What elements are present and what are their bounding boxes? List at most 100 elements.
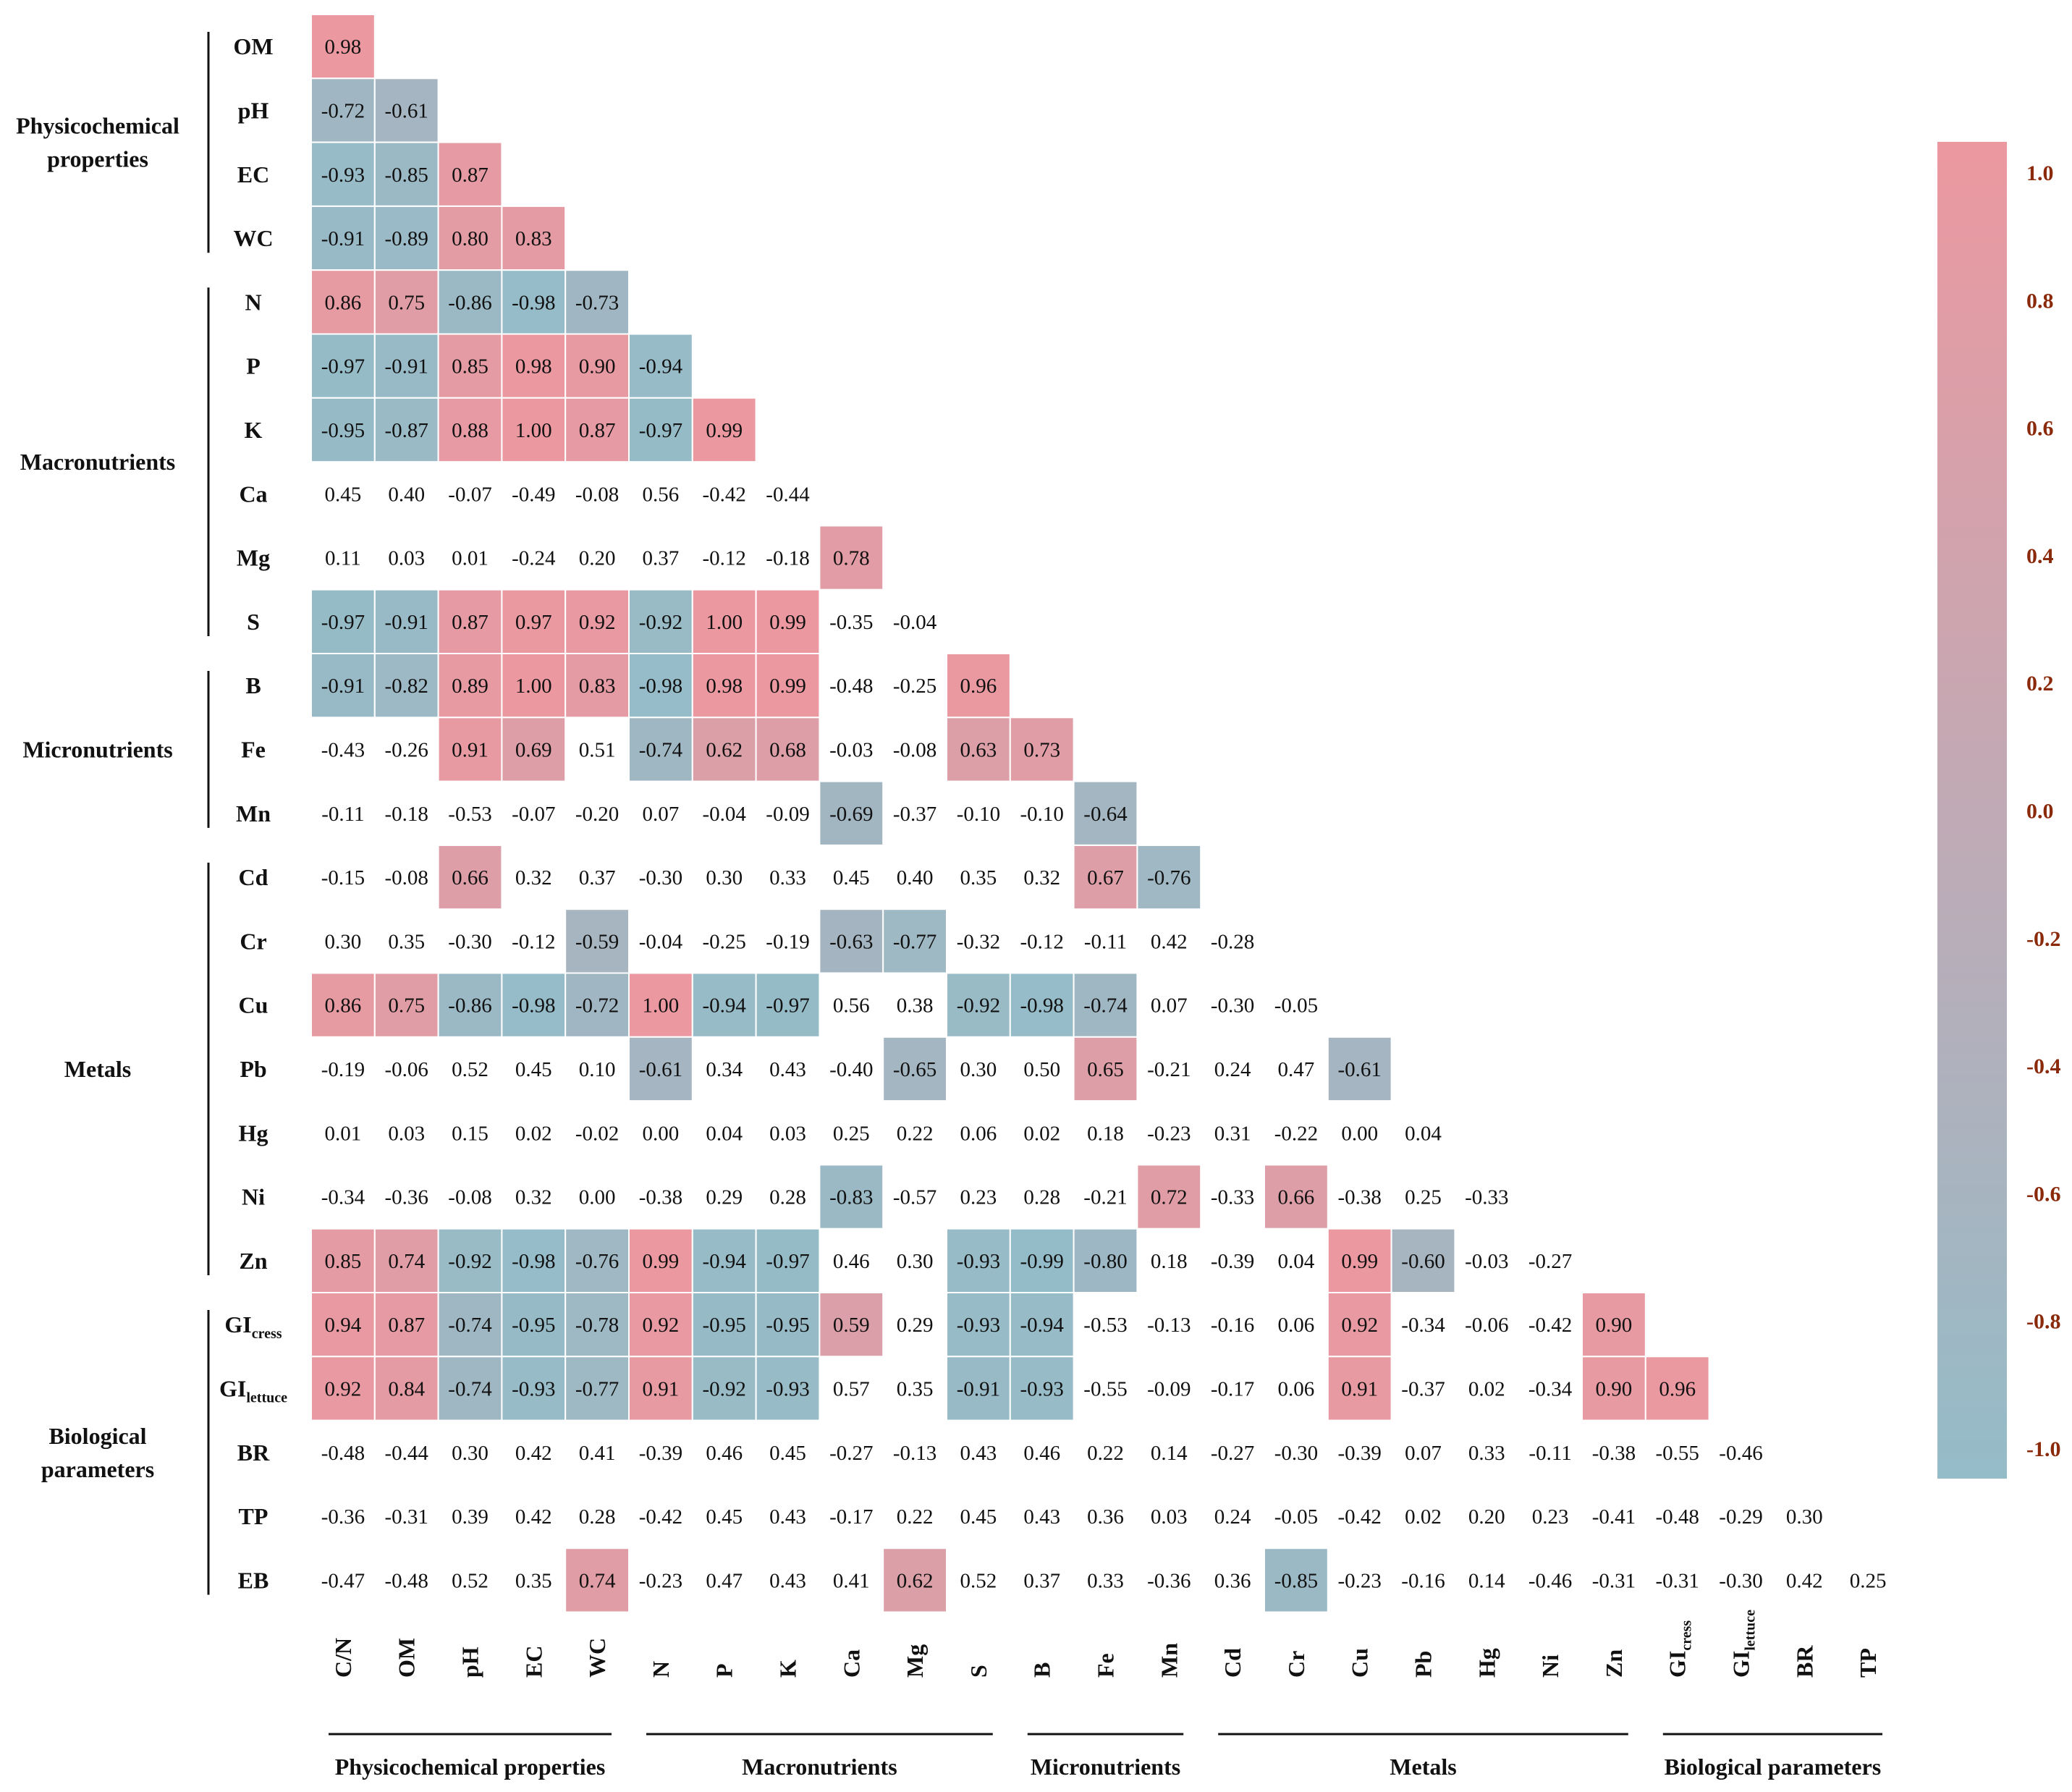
cell-value-label: -0.93 [512,1378,555,1401]
cell-value-label: -0.64 [1083,803,1128,826]
heatmap-cell [437,972,503,1038]
cell-value-label: 0.51 [579,739,616,762]
heatmap-cell [1073,844,1138,910]
heatmap-cell [1073,972,1138,1038]
cell-value-label: -0.21 [1147,1058,1191,1081]
cell-value-label: -0.17 [829,1505,873,1529]
cell-value-label: 0.92 [643,1314,680,1337]
cell-value-label: -0.97 [321,611,365,634]
heatmap-cell [819,780,884,846]
cell-value-label: -0.76 [1147,866,1191,889]
cell-value-label: 0.35 [897,1378,934,1401]
heatmap-cell [628,653,693,719]
colorbar-tick-label: -0.8 [2026,1310,2061,1334]
cell-value-label: 0.78 [833,547,870,570]
cell-value-label: 0.87 [388,1314,425,1337]
heatmap-cell [501,333,567,399]
cell-value-label: -0.03 [829,739,873,762]
cell-value-label: 0.25 [1405,1186,1442,1209]
heatmap-cell [564,972,630,1038]
cell-value-label: 0.46 [833,1250,870,1273]
cell-value-label: -0.94 [639,355,683,379]
cell-value-label: -0.97 [639,419,682,442]
cell-value-label: 0.88 [452,419,489,442]
heatmap-cell [501,205,567,271]
heatmap-cell [819,1164,884,1230]
cell-value-label: 0.43 [769,1505,806,1529]
heatmap-cell [501,269,567,335]
row-label: Ca [239,481,267,507]
cell-value-label: -0.97 [766,1250,809,1273]
cell-value-label: -0.41 [1592,1505,1636,1529]
cell-value-label: 0.30 [1786,1505,1823,1529]
column-labels: C/N OM pH EC WC N P K Ca Mg S B Fe Mn Cd Cr Cu Pb Hg Ni Zn GI… [330,1610,1881,1678]
heatmap-cell [755,588,821,655]
cell-value-label: -0.43 [321,739,365,762]
cell-value-label: 0.25 [833,1122,870,1145]
heatmap-cell [437,844,503,910]
heatmap-cell [1644,1356,1710,1421]
column-group-label: Physicochemical properties [335,1754,606,1780]
cell-value-label: 0.47 [1278,1058,1315,1081]
cell-value-label: -0.42 [702,483,745,506]
cell-value-label: 0.00 [643,1122,680,1145]
cell-value-label: -0.61 [1337,1058,1381,1081]
heatmap-cell [1581,1292,1646,1358]
row-label: GIcress [224,1311,282,1342]
column-label: WC [584,1638,610,1678]
heatmap-cell [628,333,693,399]
heatmap-cell [1264,1547,1329,1613]
cell-value-label: -0.91 [384,355,428,379]
heatmap-cell [946,972,1011,1038]
cell-value-label: -0.98 [1020,994,1063,1018]
cell-value-label: 0.43 [769,1058,806,1081]
row-label: Hg [239,1120,268,1146]
cell-value-label: -0.86 [448,994,491,1018]
row-group-label: properties [47,146,148,172]
row-label: Pb [240,1056,266,1082]
cell-value-label: 0.32 [515,1186,552,1209]
cell-value-label: 0.92 [1341,1314,1378,1337]
cell-value-label: -0.91 [957,1378,1000,1401]
cell-value-label: -0.20 [575,803,619,826]
row-label: N [245,289,261,315]
cell-value-label: 1.00 [706,611,743,634]
cell-value-label: -0.38 [639,1186,682,1209]
cell-value-label: 0.98 [706,675,743,698]
heatmap-cell [628,397,693,463]
column-label: Mn [1156,1643,1182,1678]
cell-value-label: 0.30 [325,930,362,953]
row-label: P [246,353,261,379]
heatmap-cell [946,653,1011,719]
cell-value-label: -0.97 [766,994,809,1018]
heatmap-cell [691,1292,757,1358]
cell-value-label: -0.31 [1592,1569,1636,1592]
cell-value-label: 0.66 [1278,1186,1315,1209]
cell-value-label: -0.93 [1020,1378,1063,1401]
row-label: EC [237,161,269,187]
cell-value-label: 0.75 [388,291,425,314]
cell-value-label: 0.03 [388,547,425,570]
heatmap-cell [755,1356,821,1421]
cell-value-label: -0.36 [384,1186,428,1209]
cell-value-label: 0.24 [1214,1505,1251,1529]
column-label: Ca [838,1649,864,1678]
cell-value-label: -0.04 [702,803,746,826]
cell-value-label: -0.27 [829,1442,873,1465]
cell-value-label: -0.94 [702,994,746,1018]
column-label: Cd [1219,1648,1246,1678]
cell-value-label: 0.34 [706,1058,743,1081]
cell-value-label: -0.21 [1083,1186,1127,1209]
cell-value-label: -0.93 [321,164,365,187]
cell-value-label: 0.43 [960,1442,997,1465]
column-label: BR [1791,1645,1817,1678]
cell-value-label: 0.10 [579,1058,616,1081]
cell-value-label: 0.50 [1023,1058,1060,1081]
cell-value-label: -0.24 [512,547,556,570]
cell-value-label: 0.42 [515,1442,552,1465]
column-group-label: Biological parameters [1665,1754,1881,1780]
heatmap-cells: 0.98 -0.72 -0.61 -0.93 -0.85 0.87 -0.91 -0.89 0.… [310,14,1886,1613]
heatmap-cell [819,1292,884,1358]
cell-value-label: 0.35 [960,866,997,889]
cell-value-label: -0.85 [1274,1569,1318,1592]
